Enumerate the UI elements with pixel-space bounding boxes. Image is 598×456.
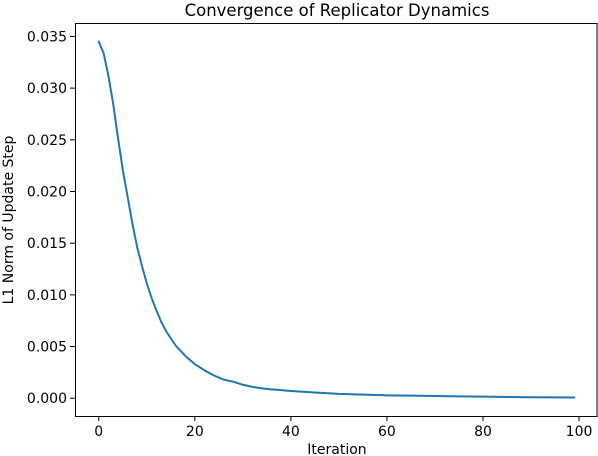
- x-tick-label: 100: [566, 424, 593, 440]
- x-tick-label: 60: [378, 424, 396, 440]
- x-tick-label: 40: [282, 424, 300, 440]
- y-tick-label: 0.015: [27, 236, 67, 252]
- x-axis: 0 20 40 60 80 100: [94, 416, 592, 440]
- y-tick-label: 0.005: [27, 340, 67, 356]
- y-tick-label: 0.010: [27, 288, 67, 304]
- x-tick-label: 0: [94, 424, 103, 440]
- plot-area: [97, 40, 576, 399]
- y-tick-label: 0.020: [27, 184, 67, 200]
- x-tick-label: 20: [186, 424, 204, 440]
- x-tick-label: 80: [474, 424, 492, 440]
- y-tick-label: 0.030: [27, 81, 67, 97]
- axes-frame: [75, 23, 598, 417]
- y-tick-label: 0.000: [27, 391, 67, 407]
- y-axis: 0.000 0.005 0.010 0.015 0.020 0.025 0.030 0.035: [27, 29, 75, 407]
- chart-title: Convergence of Replicator Dynamics: [185, 1, 490, 20]
- series-line: [97, 40, 576, 399]
- y-axis-label: L1 Norm of Update Step: [1, 136, 17, 305]
- y-tick-label: 0.025: [27, 133, 67, 149]
- y-tick-label: 0.035: [27, 29, 67, 45]
- x-axis-label: Iteration: [307, 442, 366, 456]
